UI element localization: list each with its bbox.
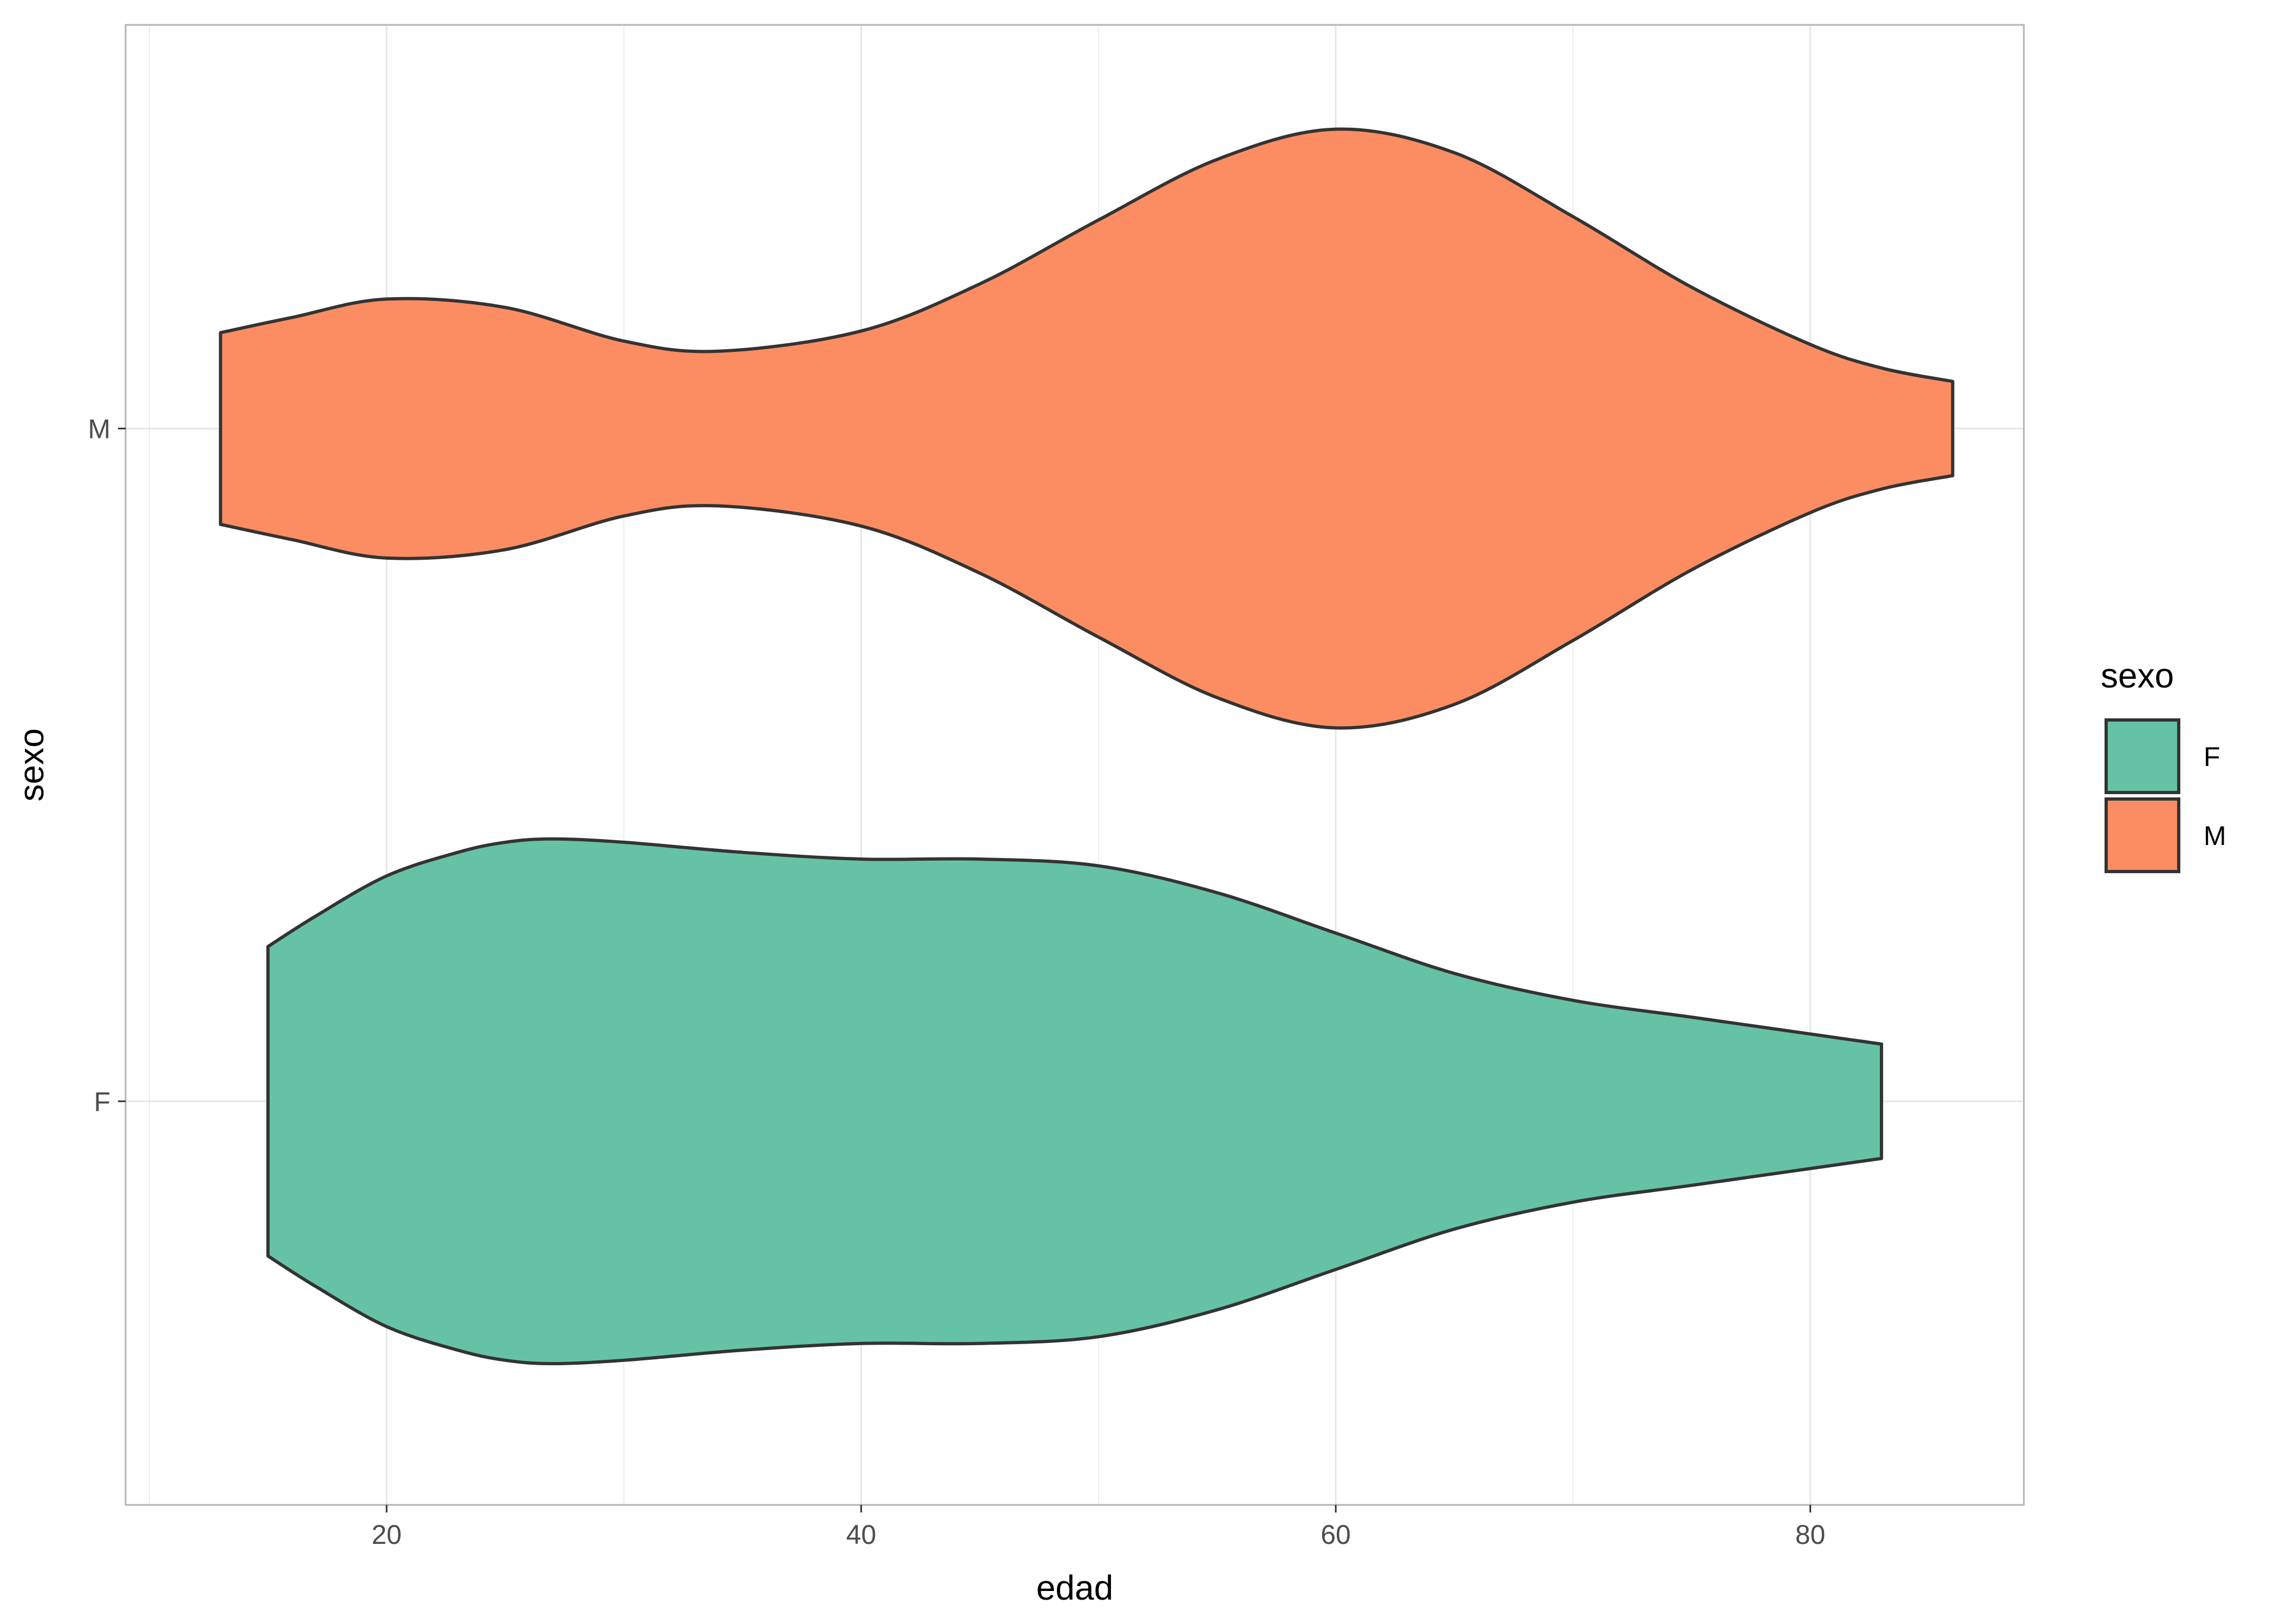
legend: sexo F M <box>2101 656 2226 873</box>
panel-border <box>125 24 2025 1506</box>
x-axis-title: edad <box>1036 1568 1113 1607</box>
violin-M <box>219 127 1955 730</box>
x-tick-label: 40 <box>846 1520 877 1550</box>
legend-key-M <box>2105 797 2180 873</box>
violin-F <box>266 837 1884 1366</box>
legend-label-M: M <box>2204 821 2226 851</box>
y-axis-ticks: FM <box>88 414 126 1117</box>
x-tick-label: 20 <box>371 1520 402 1550</box>
y-tick-label: M <box>88 414 110 444</box>
legend-title: sexo <box>2101 656 2174 695</box>
violins <box>219 127 1955 1366</box>
y-tick-label: F <box>94 1086 110 1117</box>
legend-label-F: F <box>2204 742 2220 772</box>
y-axis-title: sexo <box>12 728 51 801</box>
x-tick-label: 60 <box>1321 1520 1351 1550</box>
x-axis-ticks: 20 40 60 80 <box>371 1505 1825 1550</box>
x-tick-label: 80 <box>1795 1520 1826 1550</box>
legend-key-F <box>2105 718 2180 794</box>
